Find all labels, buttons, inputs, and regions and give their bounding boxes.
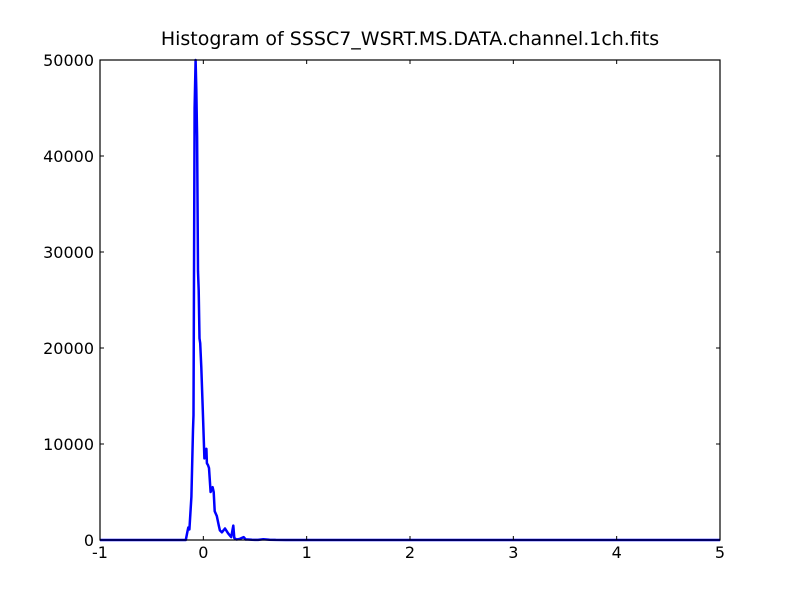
x-tick-label: 0 (198, 543, 208, 562)
x-tick-label: 4 (612, 543, 622, 562)
x-tick-label: 3 (508, 543, 518, 562)
y-tick-label: 50000 (43, 51, 94, 70)
y-tick-label: 40000 (43, 147, 94, 166)
chart-title: Histogram of SSSC7_WSRT.MS.DATA.channel.… (161, 28, 659, 50)
x-tick-label: -1 (92, 543, 108, 562)
y-tick-label: 10000 (43, 435, 94, 454)
series-line (100, 58, 720, 542)
x-tick-label: 1 (302, 543, 312, 562)
y-tick-label: 30000 (43, 243, 94, 262)
plot-frame (99, 59, 721, 541)
y-tick-label: 20000 (43, 339, 94, 358)
y-tick-label: 0 (84, 531, 94, 550)
x-tick-label: 5 (715, 543, 725, 562)
x-tick-label: 2 (405, 543, 415, 562)
series-layer (100, 58, 720, 542)
